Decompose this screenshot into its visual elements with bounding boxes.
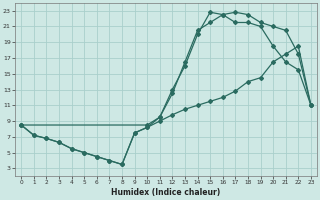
X-axis label: Humidex (Indice chaleur): Humidex (Indice chaleur) bbox=[111, 188, 221, 197]
